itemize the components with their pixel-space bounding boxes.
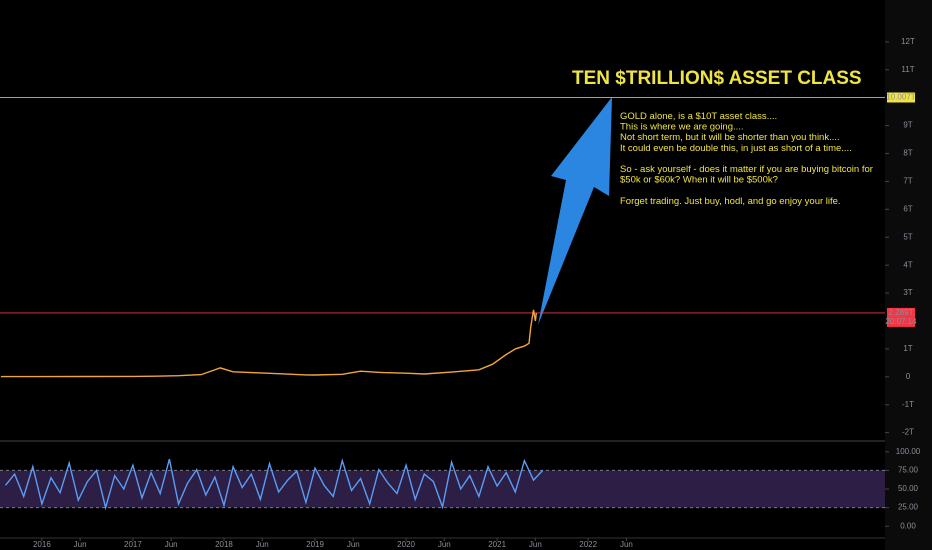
- y-tick-label: 8T: [903, 149, 912, 158]
- x-tick-label: 2020: [397, 540, 415, 549]
- y-tick-label: 75.00: [898, 466, 919, 475]
- annotation-title: TEN $TRILLION$ ASSET CLASS: [572, 68, 862, 89]
- series-line: [4, 458, 544, 511]
- price-label: 10.007T: [886, 93, 915, 102]
- y-tick-label: 100.00: [896, 447, 921, 456]
- annotation-line: GOLD alone, is a $10T asset class....: [620, 111, 777, 122]
- x-tick-label: Jun: [74, 540, 87, 549]
- x-tick-label: Jun: [529, 540, 542, 549]
- series-line: [0, 309, 537, 378]
- y-tick-label: 6T: [903, 204, 912, 213]
- y-tick-label: 0.00: [900, 521, 916, 530]
- x-tick-label: Jun: [256, 540, 269, 549]
- y-tick-label: 1T: [903, 344, 912, 353]
- y-tick-label: 0: [906, 372, 911, 381]
- price-axis: [885, 0, 932, 550]
- y-tick-label: 11T: [901, 65, 914, 74]
- x-tick-label: 2019: [306, 540, 324, 549]
- annotation-line: Not short term, but it will be shorter t…: [620, 132, 840, 143]
- price-label: 2.289T: [889, 308, 914, 317]
- x-tick-label: Jun: [620, 540, 633, 549]
- x-tick-label: 2017: [124, 540, 142, 549]
- x-tick-label: 2016: [33, 540, 51, 549]
- x-tick-label: Jun: [165, 540, 178, 549]
- y-tick-label: -2T: [902, 428, 914, 437]
- annotation-line: This is where we are going....: [620, 122, 744, 133]
- x-tick-label: 2018: [215, 540, 233, 549]
- y-tick-label: 50.00: [898, 484, 919, 493]
- y-tick-label: 9T: [903, 121, 912, 130]
- x-tick-label: 2022: [579, 540, 597, 549]
- annotation-line: So - ask yourself - does it matter if yo…: [620, 164, 873, 175]
- y-tick-label: 4T: [903, 260, 912, 269]
- annotation-text: GOLD alone, is a $10T asset class....Thi…: [620, 111, 873, 207]
- price-label-bg: [887, 92, 915, 103]
- y-tick-label: -1T: [902, 400, 914, 409]
- y-tick-label: 25.00: [898, 503, 919, 512]
- y-tick-label: 7T: [903, 177, 912, 186]
- countdown: 20:07:14: [885, 317, 917, 326]
- y-tick-label: 5T: [903, 232, 912, 241]
- y-tick-label: 3T: [903, 288, 912, 297]
- y-tick-label: 12T: [901, 37, 915, 46]
- annotation-line: Forget trading. Just buy, hodl, and go e…: [620, 196, 841, 207]
- x-tick-label: 2021: [488, 540, 506, 549]
- price-label-bg: [887, 307, 915, 327]
- annotation-line: $50k or $60k? When it will be $500k?: [620, 175, 778, 186]
- band: [0, 470, 885, 508]
- x-tick-label: Jun: [347, 540, 360, 549]
- arrow: [538, 97, 612, 325]
- annotation-line: It could even be double this, in just as…: [620, 143, 852, 154]
- x-tick-label: Jun: [438, 540, 451, 549]
